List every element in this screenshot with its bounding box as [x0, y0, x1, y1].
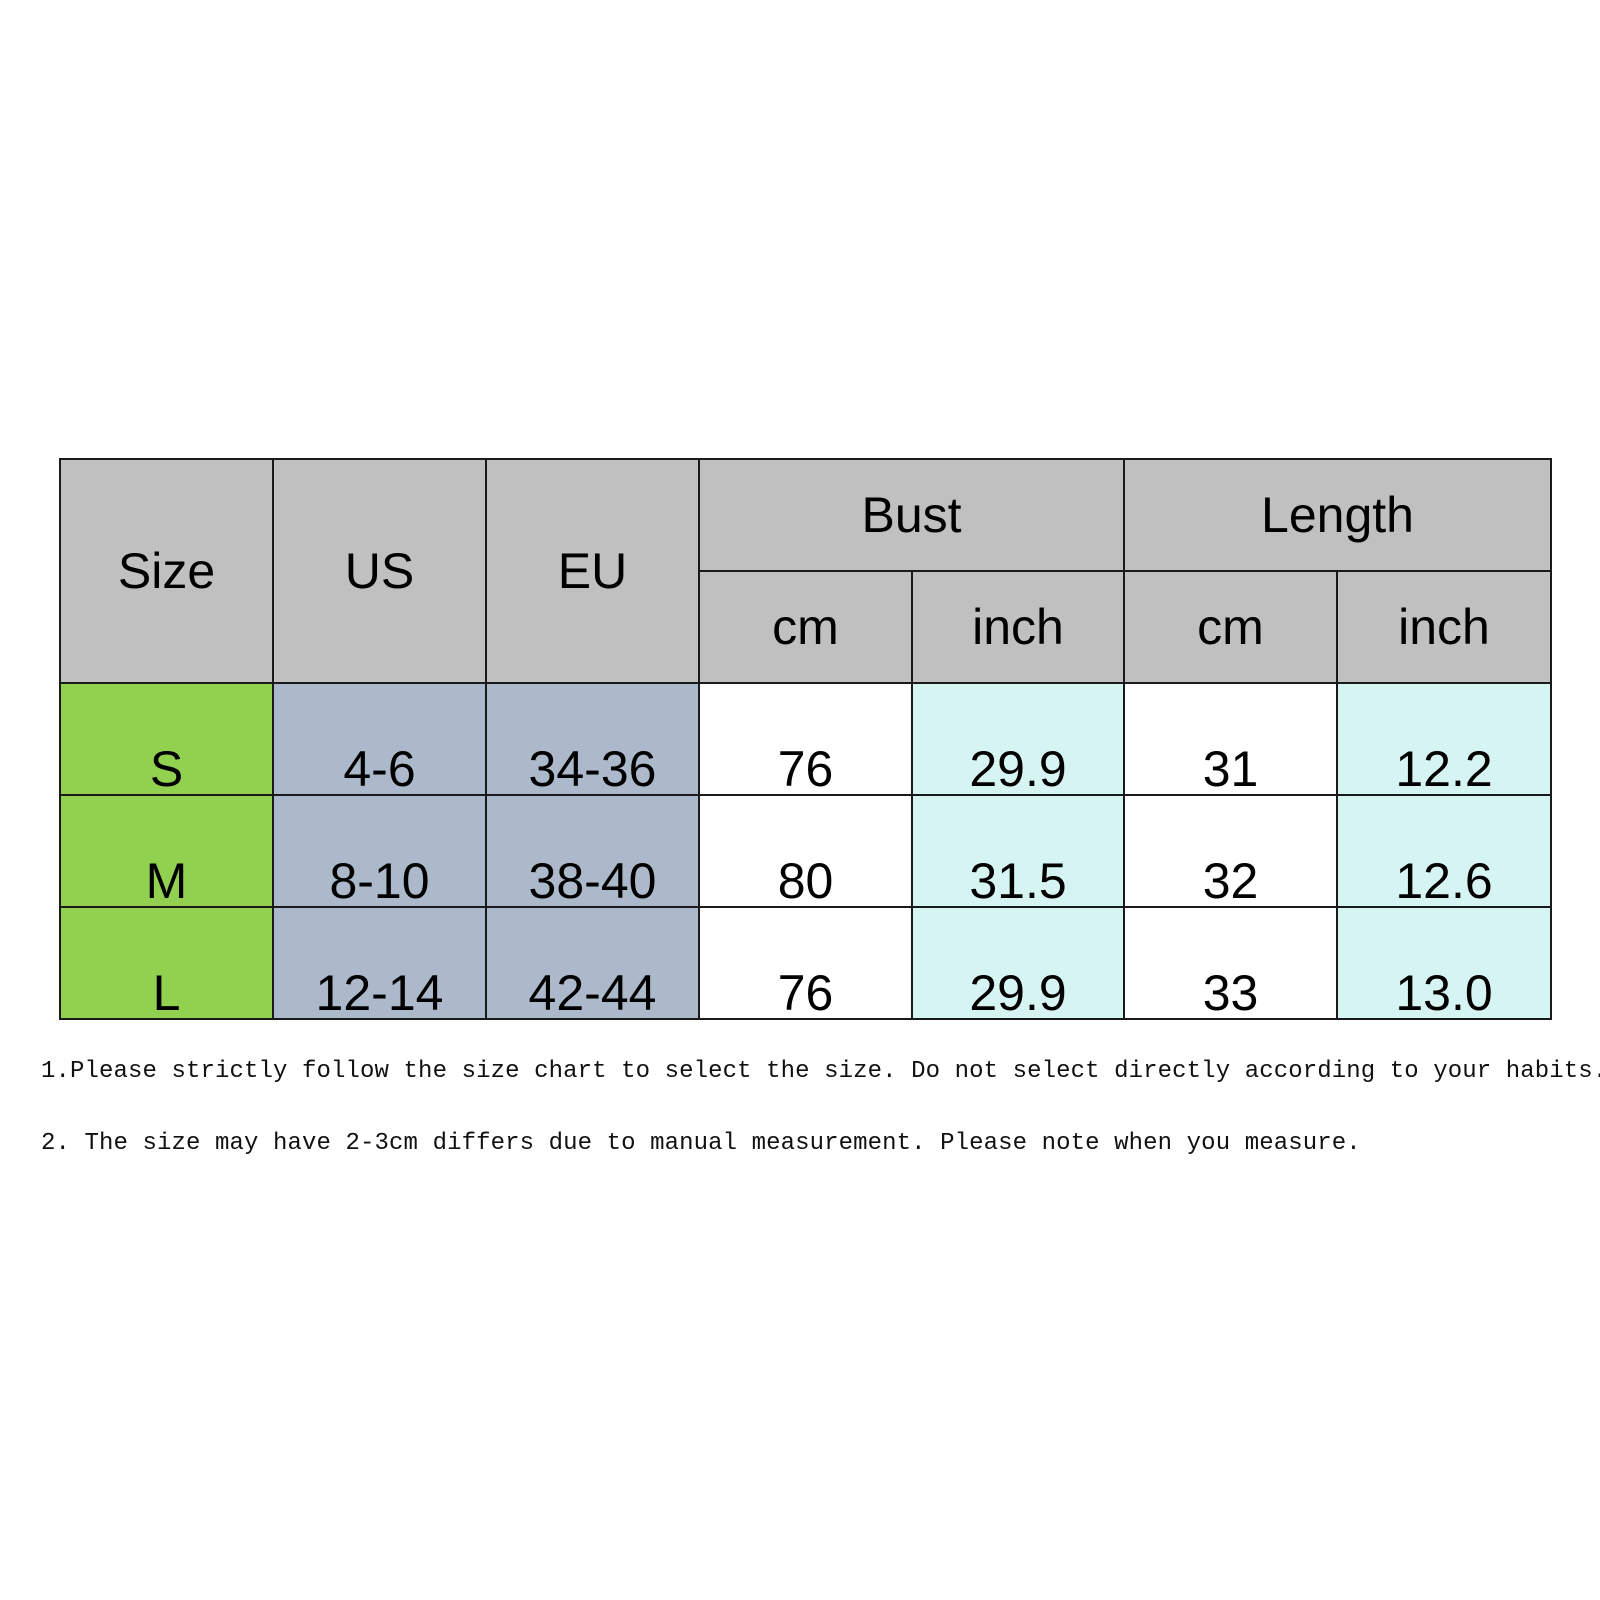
table-row: S 4-6 34-36 76 29.9 31 12.2	[59, 682, 1552, 796]
cell-length-cm: 33	[1123, 906, 1338, 1020]
cell-us: 4-6	[272, 682, 487, 796]
cell-eu: 42-44	[485, 906, 700, 1020]
cell-length-cm: 31	[1123, 682, 1338, 796]
cell-bust-inch: 29.9	[911, 682, 1125, 796]
cell-bust-cm: 76	[698, 682, 913, 796]
header-bust-inch: inch	[911, 570, 1125, 684]
cell-bust-cm: 76	[698, 906, 913, 1020]
cell-length-inch: 12.6	[1336, 794, 1552, 908]
header-size: Size	[59, 458, 274, 684]
header-eu: EU	[485, 458, 700, 684]
header-row-top: Size US EU Bust Length	[59, 458, 1552, 684]
note-size-chart: 1.Please strictly follow the size chart …	[41, 1058, 1600, 1085]
cell-bust-inch: 31.5	[911, 794, 1125, 908]
cell-size: L	[59, 906, 274, 1020]
size-chart-table: Size US EU Bust Length cm inch cm inch S…	[59, 458, 1552, 1020]
header-us: US	[272, 458, 487, 684]
header-row-units: cm inch cm inch	[60, 570, 1552, 684]
note-measurement: 2. The size may have 2-3cm differs due t…	[41, 1130, 1361, 1157]
table-row: M 8-10 38-40 80 31.5 32 12.6	[59, 794, 1552, 908]
header-length: Length	[1123, 458, 1552, 572]
cell-bust-inch: 29.9	[911, 906, 1125, 1020]
cell-size: M	[59, 794, 274, 908]
table-row: L 12-14 42-44 76 29.9 33 13.0	[59, 906, 1552, 1020]
cell-eu: 34-36	[485, 682, 700, 796]
cell-eu: 38-40	[485, 794, 700, 908]
header-bust: Bust	[698, 458, 1125, 572]
cell-size: S	[59, 682, 274, 796]
cell-length-cm: 32	[1123, 794, 1338, 908]
cell-us: 12-14	[272, 906, 487, 1020]
header-bust-cm: cm	[698, 570, 913, 684]
cell-bust-cm: 80	[698, 794, 913, 908]
cell-us: 8-10	[272, 794, 487, 908]
cell-length-inch: 13.0	[1336, 906, 1552, 1020]
header-length-inch: inch	[1336, 570, 1552, 684]
cell-length-inch: 12.2	[1336, 682, 1552, 796]
header-length-cm: cm	[1123, 570, 1338, 684]
